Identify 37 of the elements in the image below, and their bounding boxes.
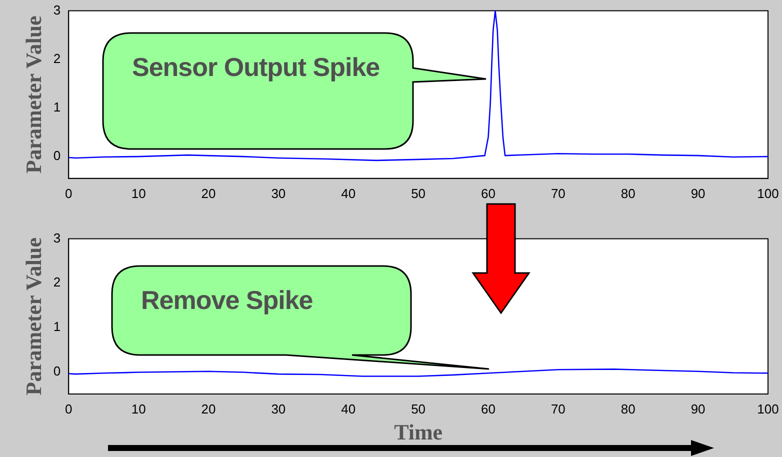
y-tick-label: 0 <box>53 363 61 378</box>
x-tick-label: 90 <box>690 186 706 201</box>
x-tick-label: 50 <box>411 186 426 201</box>
x-tick-label: 10 <box>131 186 146 201</box>
y-tick-label: 3 <box>53 2 61 18</box>
x-axis-title: Time <box>394 419 443 444</box>
x-tick-label: 90 <box>690 401 706 416</box>
x-tick-label: 70 <box>550 186 566 201</box>
annotation: Remove Spike <box>141 284 314 317</box>
x-tick-label: 50 <box>411 401 426 416</box>
y-tick-label: 2 <box>53 274 61 290</box>
y-tick-label: 2 <box>53 50 61 66</box>
speech-bubble: Remove Spike <box>111 265 491 371</box>
y-tick-label: 3 <box>53 230 61 246</box>
x-tick-label: 20 <box>201 401 216 416</box>
x-tick-label: 20 <box>201 186 216 201</box>
x-tick-label: 80 <box>620 401 636 416</box>
x-tick-label: 80 <box>620 186 636 201</box>
y-tick-label: 1 <box>53 319 61 334</box>
y-tick-label: 1 <box>53 100 61 115</box>
x-tick-label: 30 <box>271 186 286 201</box>
speech-bubble: Sensor Output Spike <box>102 32 488 151</box>
x-tick-label: 0 <box>65 186 72 201</box>
x-tick-label: 10 <box>131 401 146 416</box>
annotation: Sensor Output Spike <box>132 51 381 84</box>
x-tick-label: 30 <box>271 401 286 416</box>
y-tick-label: 0 <box>53 148 61 164</box>
y-axis-title: Parameter Value <box>20 237 46 396</box>
y-axis-title: Parameter Value <box>20 15 46 174</box>
x-tick-label: 40 <box>341 401 356 416</box>
x-tick-label: 60 <box>481 401 496 416</box>
x-tick-label: 40 <box>341 186 356 201</box>
x-tick-label: 70 <box>550 401 566 416</box>
x-tick-label: 100 <box>757 401 779 416</box>
x-tick-label: 0 <box>65 401 72 416</box>
x-tick-label: 60 <box>481 186 496 201</box>
x-tick-label: 100 <box>757 186 779 201</box>
